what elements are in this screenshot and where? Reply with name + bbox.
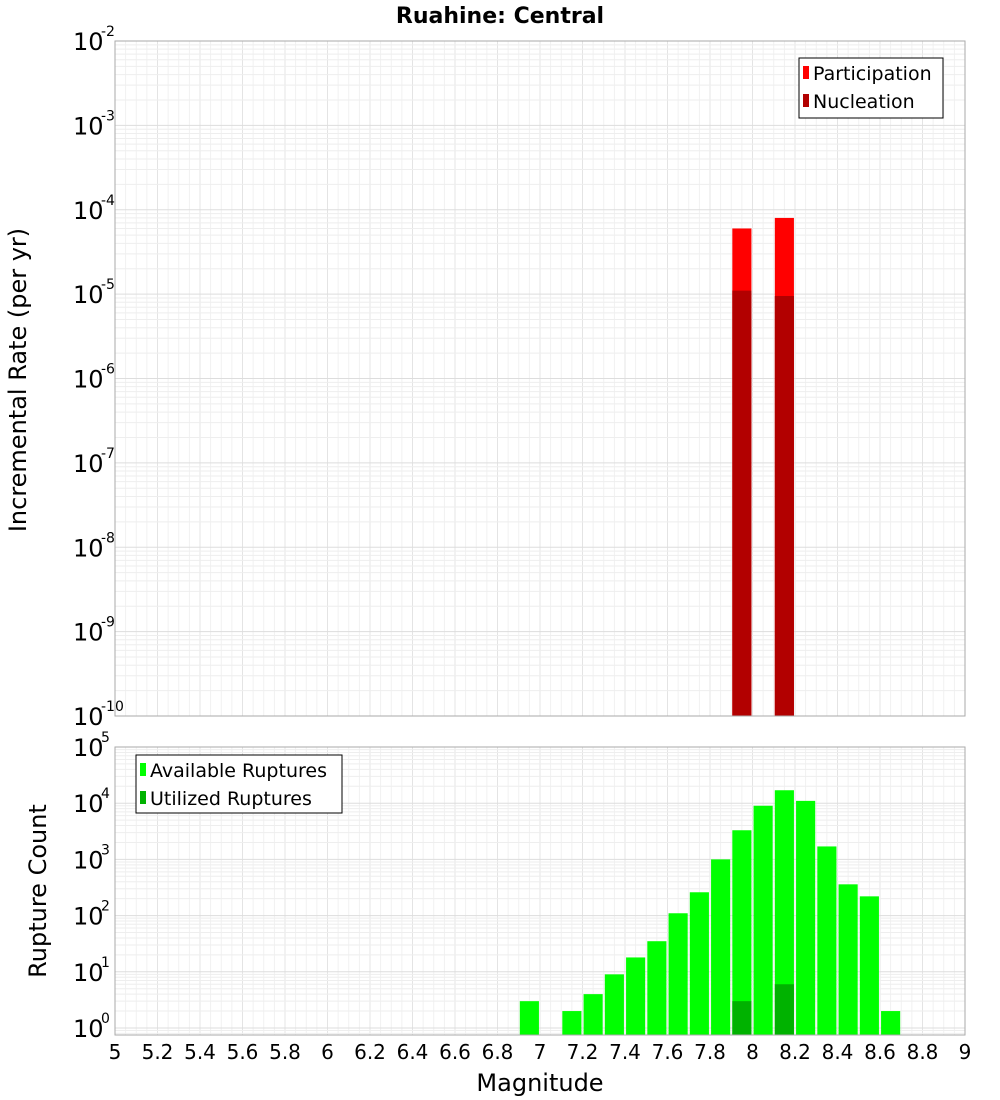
- bottom-bar-s1: [753, 805, 773, 1035]
- x-tick-label: 5.2: [142, 1040, 174, 1064]
- top-y-tick-base: 10: [73, 112, 104, 140]
- top-legend: Participation Nucleation: [798, 57, 944, 119]
- legend-swatch-participation: [803, 66, 809, 79]
- top-y-tick-base: 10: [73, 28, 104, 56]
- bottom-bar-s1: [859, 896, 879, 1035]
- bottom-bar-s1: [796, 800, 816, 1035]
- x-tick-label: 8.2: [779, 1040, 811, 1064]
- top-plot-frame: [114, 40, 966, 717]
- bottom-y-tick-exponent: 5: [101, 730, 110, 746]
- bottom-plot-frame: [114, 746, 966, 1036]
- bottom-legend-box: [135, 754, 343, 814]
- legend-swatch-utilized: [140, 791, 146, 804]
- bottom-bar-s1: [774, 790, 794, 1035]
- top-y-tick-base: 10: [73, 197, 104, 225]
- bottom-legend: Available Ruptures Utilized Ruptures: [135, 754, 343, 814]
- legend-label-participation: Participation: [813, 63, 932, 85]
- x-axis-label: Magnitude: [476, 1069, 603, 1097]
- top-y-tick-base: 10: [73, 619, 104, 647]
- top-legend-box: [798, 57, 944, 119]
- legend-label-available: Available Ruptures: [150, 760, 327, 782]
- x-tick-label: 5.6: [227, 1040, 259, 1064]
- bottom-bar-s1: [647, 941, 667, 1035]
- top-y-tick-exponent: -5: [101, 277, 115, 293]
- bottom-bar-s2: [774, 984, 794, 1035]
- bottom-bar-s1: [689, 892, 709, 1035]
- x-tick-label: 7: [534, 1040, 547, 1064]
- top-y-axis-label: Incremental Rate (per yr): [4, 228, 32, 532]
- x-tick-label: 8: [746, 1040, 759, 1064]
- x-tick-label: 7.2: [567, 1040, 599, 1064]
- x-tick-label: 7.8: [694, 1040, 726, 1064]
- x-tick-label: 6.4: [397, 1040, 429, 1064]
- bottom-y-tick-base: 10: [73, 846, 104, 874]
- x-tick-label: 8.8: [907, 1040, 939, 1064]
- bottom-y-tick-base: 10: [73, 903, 104, 931]
- x-tick-label: 7.6: [652, 1040, 684, 1064]
- x-tick-label: 5: [109, 1040, 122, 1064]
- top-y-tick-exponent: -6: [101, 362, 115, 378]
- x-tick-label: 7.4: [609, 1040, 641, 1064]
- x-tick-label: 6.2: [354, 1040, 386, 1064]
- bottom-bar-s1: [732, 830, 752, 1035]
- bottom-bar-s1: [881, 1011, 901, 1035]
- chart-title: Ruahine: Central: [396, 4, 604, 29]
- bottom-y-axis-label: Rupture Count: [24, 804, 52, 978]
- x-tick-label: 8.6: [864, 1040, 896, 1064]
- bottom-y-tick-exponent: 2: [101, 899, 110, 915]
- bottom-y-tick-exponent: 3: [101, 842, 110, 858]
- x-tick-label: 5.8: [269, 1040, 301, 1064]
- top-y-tick-base: 10: [73, 703, 104, 731]
- top-y-tick-base: 10: [73, 450, 104, 478]
- bottom-bar-s1: [838, 884, 858, 1035]
- top-y-tick-exponent: -3: [101, 108, 115, 124]
- top-y-tick-exponent: -2: [101, 24, 115, 40]
- bottom-y-tick-base: 10: [73, 734, 104, 762]
- bottom-bar-s1: [668, 913, 688, 1035]
- bottom-y-tick-base: 10: [73, 959, 104, 987]
- top-y-tick-base: 10: [73, 366, 104, 394]
- bottom-y-tick-exponent: 1: [101, 955, 110, 971]
- top-y-tick-exponent: -9: [101, 615, 115, 631]
- top-bars: [732, 217, 794, 716]
- legend-label-utilized: Utilized Ruptures: [150, 788, 312, 810]
- top-gridlines: [115, 41, 965, 716]
- bottom-bar-s1: [604, 974, 624, 1035]
- bottom-bar-s1: [562, 1011, 582, 1035]
- top-y-tick-base: 10: [73, 281, 104, 309]
- x-tick-label: 8.4: [822, 1040, 854, 1064]
- bottom-bar-s2: [732, 1001, 752, 1035]
- bottom-bar-s1: [583, 994, 603, 1035]
- x-tick-label: 5.4: [184, 1040, 216, 1064]
- top-bar-s2: [774, 296, 794, 716]
- bottom-y-tick-exponent: 4: [101, 786, 110, 802]
- top-y-tick-base: 10: [73, 534, 104, 562]
- bottom-y-tick-exponent: 0: [101, 1011, 110, 1027]
- bottom-y-tick-base: 10: [73, 1015, 104, 1043]
- legend-swatch-nucleation: [803, 94, 809, 107]
- legend-swatch-available: [140, 763, 146, 776]
- bottom-bar-s1: [626, 957, 646, 1035]
- bottom-bar-s1: [817, 846, 837, 1035]
- legend-label-nucleation: Nucleation: [813, 91, 915, 113]
- bottom-bars: [519, 790, 901, 1035]
- top-y-tick-exponent: -10: [101, 699, 124, 715]
- x-tick-label: 9: [959, 1040, 972, 1064]
- bottom-bar-s1: [711, 859, 731, 1035]
- x-tick-label: 6.6: [439, 1040, 471, 1064]
- x-tick-label: 6: [321, 1040, 334, 1064]
- top-bar-s2: [732, 290, 752, 716]
- bottom-y-tick-base: 10: [73, 790, 104, 818]
- bottom-bar-s1: [519, 1001, 539, 1035]
- top-y-tick-exponent: -4: [101, 193, 115, 209]
- x-tick-labels: 5 5.2 5.4 5.6 5.8 6 6.2 6.4 6.6 6.8 7 7.2 7.4 7.6 7.8 8…: [109, 1040, 972, 1064]
- top-y-tick-exponent: -8: [101, 530, 115, 546]
- x-tick-label: 6.8: [482, 1040, 514, 1064]
- top-y-tick-exponent: -7: [101, 446, 115, 462]
